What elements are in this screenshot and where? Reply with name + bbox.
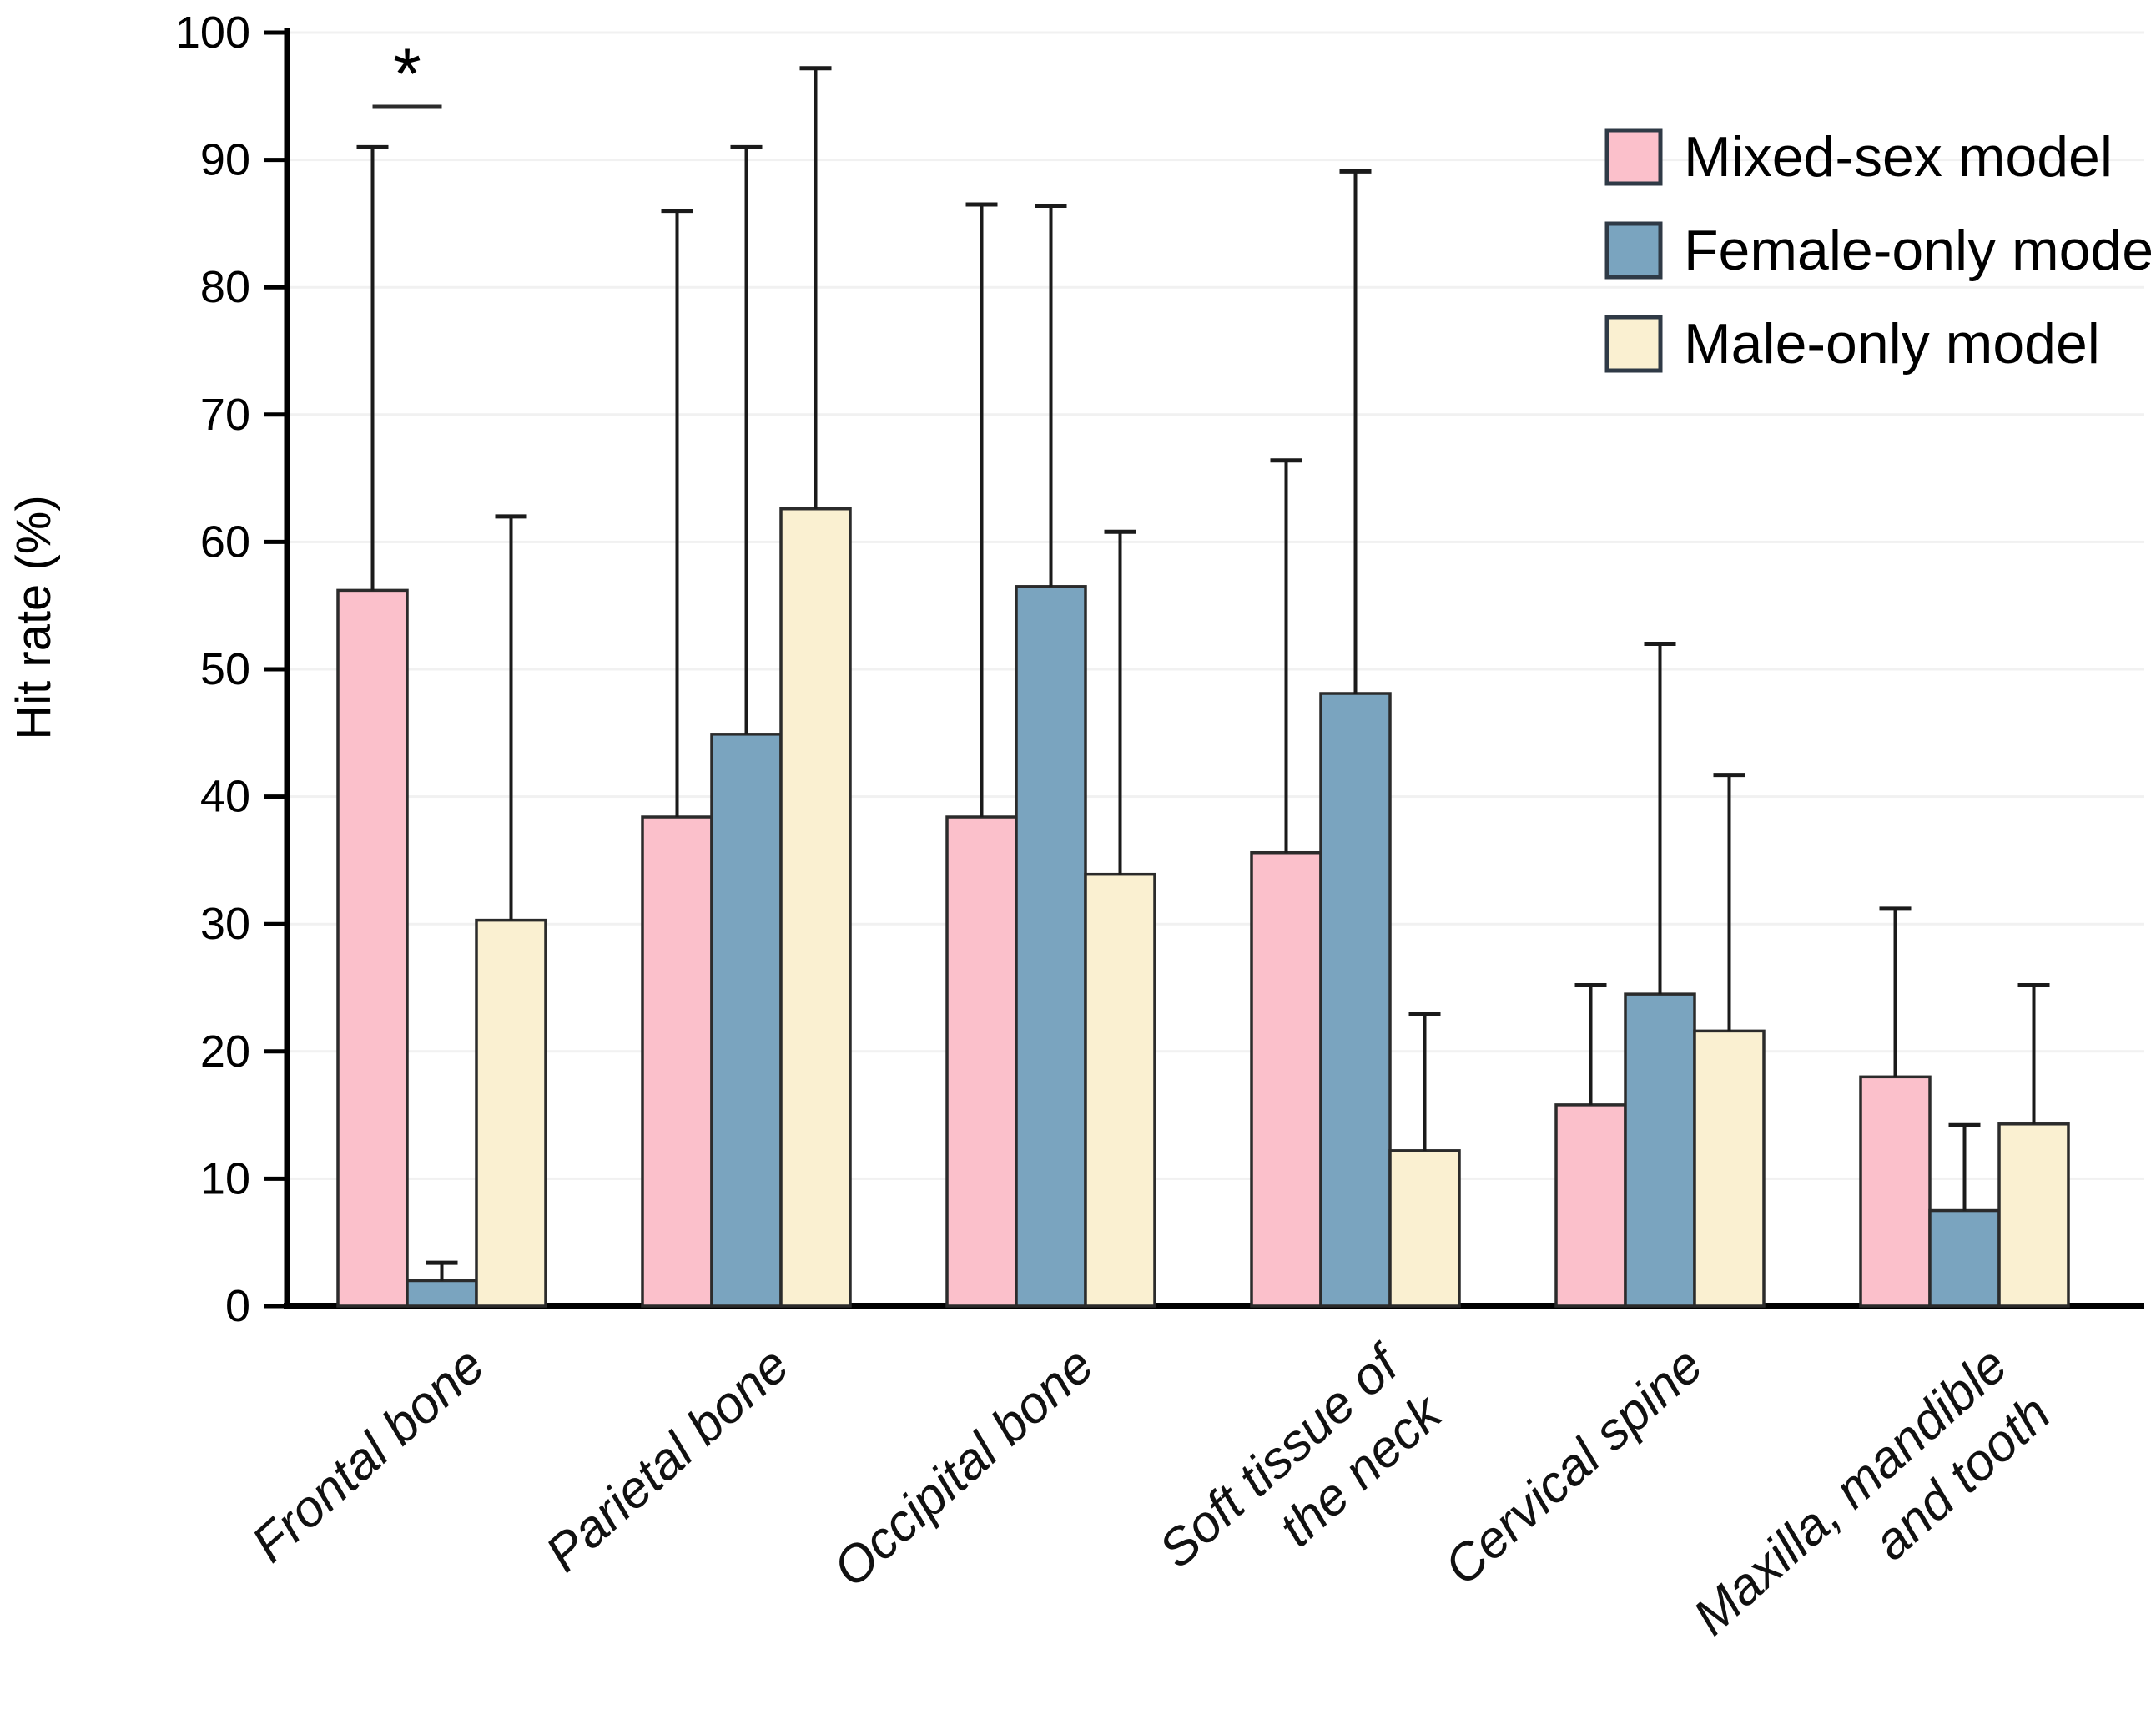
- bar-mixed-sex-model-maxilla-mandible-and-tooth: [1859, 1075, 1932, 1308]
- bar-male-only-model-occipital-bone: [1084, 872, 1156, 1308]
- bar-mixed-sex-model-soft-tissue-of-the-neck: [1250, 850, 1322, 1308]
- y-tick-label-90: 90: [200, 135, 250, 185]
- legend-label-female-only-model: Female-only model: [1684, 219, 2156, 282]
- bar-male-only-model-cervical-spine: [1693, 1029, 1766, 1308]
- y-tick-label-60: 60: [200, 517, 250, 567]
- bar-female-only-model-soft-tissue-of-the-neck: [1319, 692, 1392, 1308]
- y-tick-label-10: 10: [200, 1153, 250, 1203]
- legend-swatch-male-only-model: [1604, 315, 1663, 373]
- bar-mixed-sex-model-frontal-bone: [336, 588, 409, 1308]
- y-tick-label-40: 40: [200, 772, 250, 822]
- y-tick-label-0: 0: [225, 1281, 250, 1331]
- y-tick-label-70: 70: [200, 390, 250, 440]
- y-tick-label-20: 20: [200, 1026, 250, 1077]
- bar-female-only-model-occipital-bone: [1015, 585, 1087, 1308]
- y-tick-label-80: 80: [200, 262, 250, 312]
- bar-male-only-model-maxilla-mandible-and-tooth: [1997, 1122, 2070, 1308]
- bar-female-only-model-frontal-bone: [406, 1279, 478, 1308]
- bar-female-only-model-parietal-bone: [710, 733, 783, 1308]
- bar-female-only-model-maxilla-mandible-and-tooth: [1928, 1208, 2001, 1308]
- significance-star: *: [393, 34, 421, 114]
- legend-swatch-female-only-model: [1604, 221, 1663, 280]
- bar-male-only-model-parietal-bone: [779, 507, 852, 1308]
- bar-male-only-model-soft-tissue-of-the-neck: [1388, 1149, 1461, 1308]
- y-axis-label: Hit rate (%): [7, 495, 61, 739]
- bar-mixed-sex-model-occipital-bone: [945, 815, 1018, 1308]
- y-tick-label-50: 50: [200, 644, 250, 694]
- bar-male-only-model-frontal-bone: [475, 918, 547, 1308]
- legend-swatch-mixed-sex-model: [1604, 128, 1663, 186]
- bar-female-only-model-cervical-spine: [1624, 992, 1696, 1308]
- bar-mixed-sex-model-parietal-bone: [641, 815, 713, 1308]
- legend-label-male-only-model: Male-only model: [1684, 312, 2100, 376]
- bar-mixed-sex-model-cervical-spine: [1554, 1103, 1627, 1308]
- legend-label-mixed-sex-model: Mixed-sex model: [1684, 125, 2113, 189]
- y-tick-label-30: 30: [200, 899, 250, 949]
- y-tick-label-100: 100: [175, 8, 250, 58]
